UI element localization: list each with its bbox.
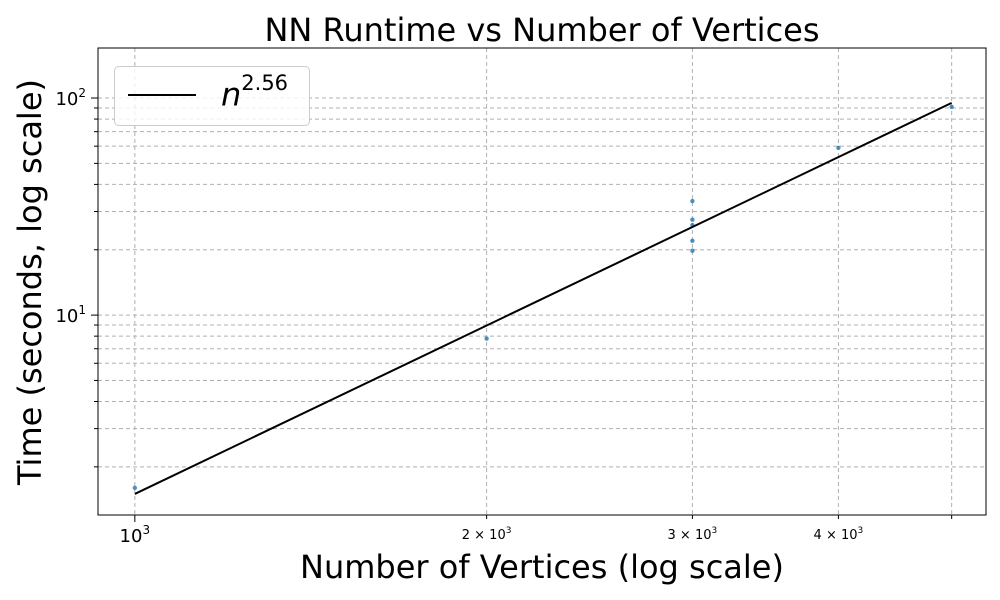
x-tick-label: 3 × 103 — [668, 526, 718, 543]
x-tick-label: 4 × 103 — [814, 526, 864, 543]
chart-title: NN Runtime vs Number of Vertices — [264, 11, 819, 49]
data-point — [690, 248, 695, 253]
data-point — [484, 336, 489, 341]
series-layer — [132, 101, 954, 495]
data-point — [690, 217, 695, 222]
data-point — [690, 238, 695, 243]
y-tick-label: 102 — [55, 86, 86, 110]
data-point — [132, 485, 138, 491]
legend-label-base: n — [221, 75, 242, 114]
legend-label-exponent: 2.56 — [241, 71, 289, 95]
y-tick-label: 101 — [55, 303, 86, 327]
data-point — [836, 145, 841, 150]
legend-line-swatch — [128, 94, 196, 96]
legend: n2.56 — [114, 66, 310, 126]
plot-area-frame — [97, 47, 987, 516]
x-axis-label: Number of Vertices (log scale) — [300, 548, 784, 586]
x-tick-label: 103 — [120, 523, 151, 547]
tick-layer: 103 2 × 103 3 × 103 4 × 103 101 102 — [55, 86, 953, 547]
legend-label: n2.56 — [221, 71, 288, 114]
y-axis-label: Time (seconds, log scale) — [11, 79, 49, 486]
data-point — [690, 198, 695, 204]
x-tick-label: 2 × 103 — [462, 526, 512, 543]
data-point — [949, 104, 954, 110]
fit-line — [134, 101, 953, 495]
